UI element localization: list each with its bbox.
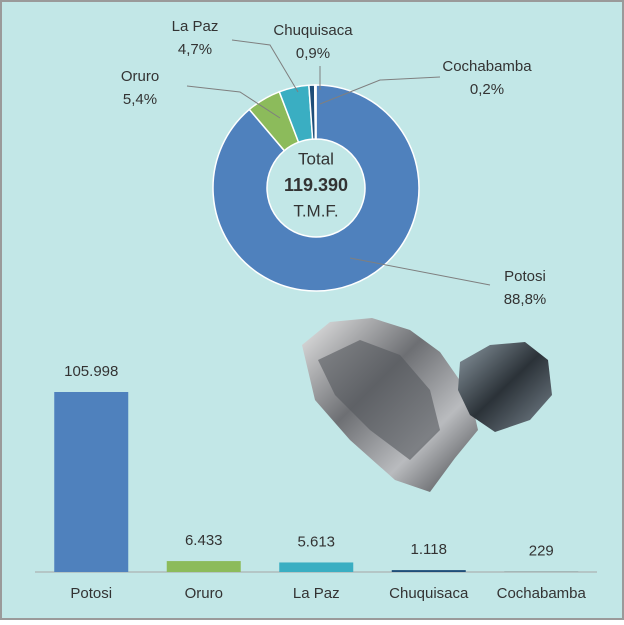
x-tick-label: La Paz: [293, 585, 340, 602]
slice-label: Potosi: [504, 268, 546, 285]
bar: [392, 570, 466, 572]
x-tick-label: Cochabamba: [497, 585, 587, 602]
donut-slice: [315, 85, 316, 139]
bar-value-label: 105.998: [64, 363, 118, 380]
slice-value-label: 4,7%: [178, 41, 212, 58]
bar-value-label: 6.433: [185, 532, 223, 549]
bar: [279, 562, 353, 572]
bar-value-label: 1.118: [411, 541, 447, 558]
bar: [167, 561, 241, 572]
x-tick-label: Chuquisaca: [389, 585, 469, 602]
x-tick-label: Potosi: [70, 585, 112, 602]
bar-value-label: 229: [529, 543, 554, 560]
bar: [54, 392, 128, 572]
slice-value-label: 0,2%: [470, 81, 504, 98]
slice-label: Chuquisaca: [273, 22, 353, 39]
x-tick-label: Oruro: [185, 585, 223, 602]
center-unit: T.M.F.: [293, 201, 338, 220]
slice-value-label: 0,9%: [296, 45, 330, 62]
slice-value-label: 5,4%: [123, 91, 157, 108]
slice-value-label: 88,8%: [504, 291, 547, 308]
slice-label: Oruro: [121, 68, 159, 85]
slice-label: La Paz: [172, 18, 219, 35]
bar-value-label: 5.613: [297, 533, 335, 550]
slice-label: Cochabamba: [442, 58, 532, 75]
center-title: Total: [298, 149, 334, 168]
center-value: 119.390: [284, 175, 348, 195]
